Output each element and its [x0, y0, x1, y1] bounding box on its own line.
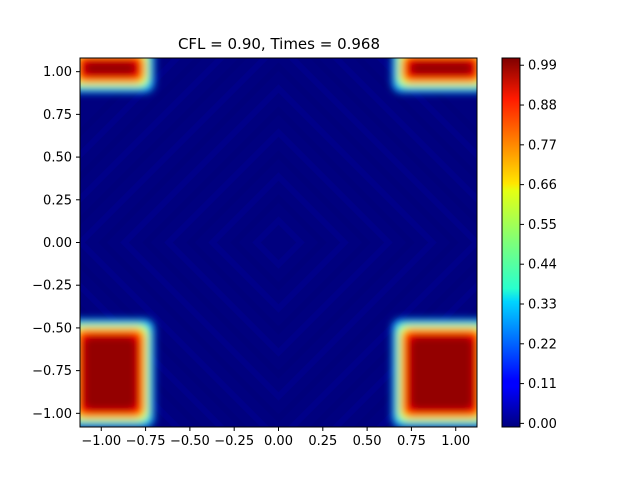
x-tick-label: 0.75: [397, 434, 426, 449]
colorbar-tick-label: 0.55: [528, 218, 557, 233]
background-ripple: [208, 172, 349, 313]
field-region-top-left: [80, 58, 155, 93]
x-tick-label: 0.25: [308, 434, 337, 449]
heatmap-field: [80, 58, 477, 427]
chart-title: CFL = 0.90, Times = 0.968: [178, 35, 380, 53]
background-ripple: [186, 150, 371, 335]
x-tick-label: 0.00: [264, 434, 293, 449]
background-ripple: [80, 58, 477, 427]
y-tick-label: −1.00: [32, 407, 72, 422]
background-ripple: [98, 62, 459, 423]
field-region-top-right: [392, 58, 477, 93]
x-axis: −1.00 −0.75 −0.50 −0.25 0.00 0.25 0.50 0.75 1.00: [81, 427, 470, 449]
x-tick-label: −0.25: [214, 434, 254, 449]
x-tick-label: −0.75: [126, 434, 166, 449]
y-tick-label: −0.75: [32, 364, 72, 379]
colorbar: 0.99 0.88 0.77 0.66 0.55 0.44 0.33 0.22 0.11 0.00: [501, 57, 557, 432]
colorbar-tick-label: 0.44: [528, 258, 557, 273]
x-tick-label: −1.00: [81, 434, 121, 449]
y-tick-label: 1.00: [43, 65, 72, 80]
background-ripple: [80, 58, 477, 427]
x-tick-label: −0.50: [170, 434, 210, 449]
background-ripple: [230, 194, 327, 291]
x-tick-label: 0.50: [353, 434, 382, 449]
x-tick-label: 1.00: [441, 434, 470, 449]
colorbar-tick-label: 0.88: [528, 99, 557, 114]
colorbar-ticks: 0.99 0.88 0.77 0.66 0.55 0.44 0.33 0.22 0.11 0.00: [520, 59, 557, 432]
y-tick-label: 0.50: [43, 151, 72, 166]
field-contour: [83, 336, 138, 411]
field-contour: [409, 61, 474, 76]
colorbar-tick-label: 0.66: [528, 178, 557, 193]
background-ripple: [164, 128, 393, 357]
colorbar-tick-label: 0.33: [528, 298, 557, 313]
colorbar-tick-label: 0.11: [528, 377, 557, 392]
field-region-bottom-left: [80, 319, 155, 427]
field-contour: [409, 336, 474, 411]
y-tick-label: 0.00: [43, 236, 72, 251]
field-contour: [83, 61, 138, 76]
colorbar-gradient: [501, 57, 521, 428]
plot-area: [79, 57, 478, 428]
y-tick-label: −0.25: [32, 279, 72, 294]
y-tick-label: 0.25: [43, 193, 72, 208]
background-ripple: [120, 84, 437, 401]
colorbar-tick-label: 0.22: [528, 337, 557, 352]
colorbar-tick-label: 0.00: [528, 417, 557, 432]
y-tick-label: −0.50: [32, 321, 72, 336]
y-tick-label: 0.75: [43, 108, 72, 123]
y-axis: 1.00 0.75 0.50 0.25 0.00 −0.25 −0.50 −0.75 −1.00: [32, 65, 80, 422]
field-region-bottom-right: [392, 319, 477, 427]
background-ripple: [252, 216, 305, 269]
colorbar-tick-label: 0.99: [528, 59, 557, 74]
colorbar-tick-label: 0.77: [528, 138, 557, 153]
background-ripple: [80, 58, 477, 427]
background-ripple: [142, 106, 415, 379]
